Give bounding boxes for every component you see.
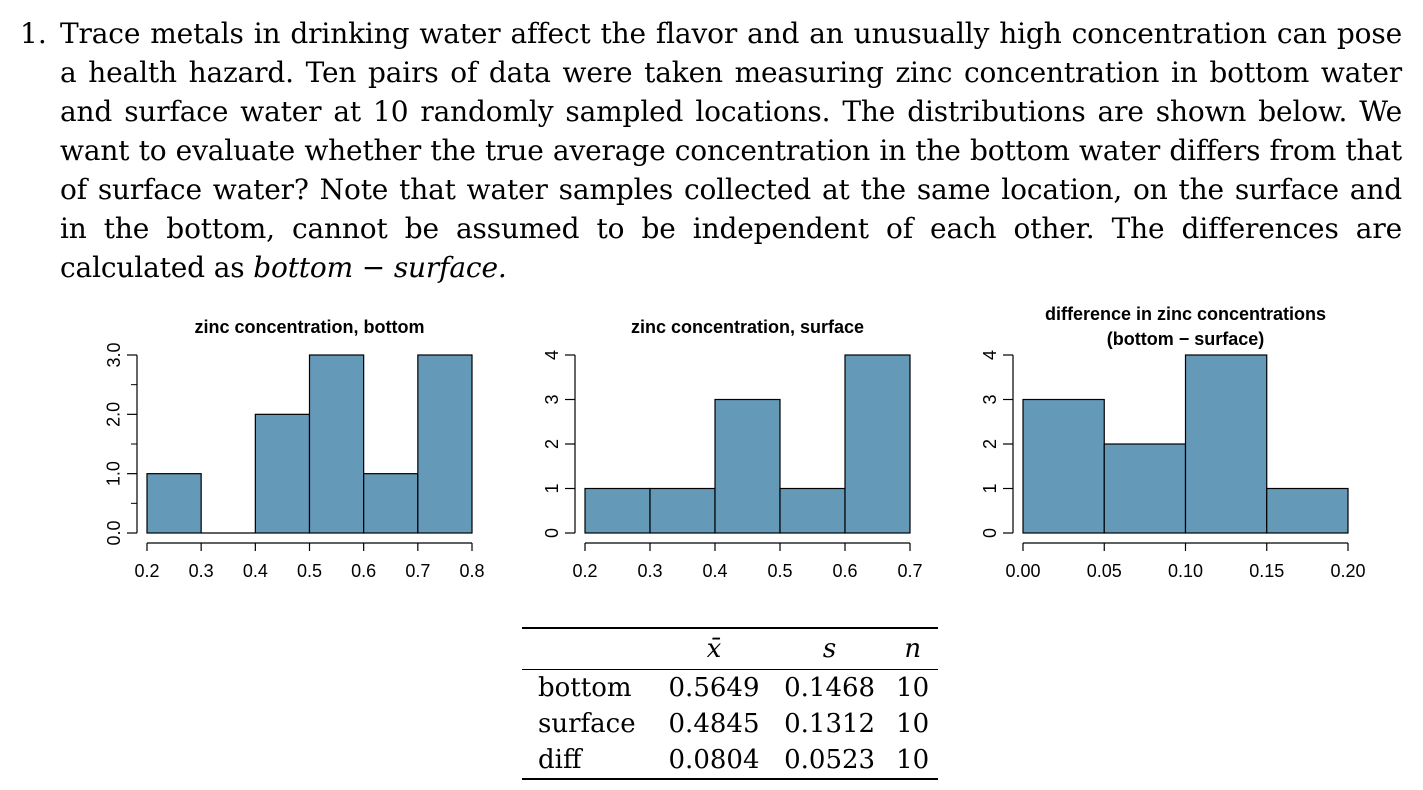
- histogram-bar: [146, 473, 202, 534]
- x-tick-label: 0.4: [243, 561, 268, 581]
- table-header-n: n: [904, 634, 922, 664]
- y-tick-label: 2: [980, 439, 1000, 449]
- histogram-bar: [1184, 354, 1268, 534]
- table-cell-n: 10: [896, 709, 930, 739]
- difference-formula: bottom − surface.: [253, 251, 507, 284]
- problem-text: Trace metals in drinking water affect th…: [60, 14, 1402, 287]
- table-row: diff 0.0804 0.0523 10: [522, 742, 938, 779]
- chart-title: zinc concentration, surface: [631, 317, 864, 337]
- x-tick-label: 0.8: [459, 561, 484, 581]
- y-tick-label: 3: [542, 394, 562, 404]
- x-tick-label: 0.3: [637, 561, 662, 581]
- histogram-bar: [1266, 487, 1349, 534]
- table-row-label: surface: [538, 709, 636, 739]
- x-tick-label: 0.6: [832, 561, 857, 581]
- chart-title: zinc concentration, bottom: [194, 317, 424, 337]
- table-row: bottom 0.5649 0.1468 10: [522, 670, 938, 707]
- x-tick-label: 0.7: [897, 561, 922, 581]
- chart-title: difference in zinc concentrations (bottom…: [1045, 304, 1326, 349]
- histogram-bottom: zinc concentration, bottom 0.2 0.3 0.4 0.5 0.…: [104, 317, 485, 581]
- y-tick-label: 2.0: [104, 402, 124, 427]
- y-tick-label: 0: [980, 528, 1000, 538]
- x-tick-label: 0.05: [1087, 561, 1122, 581]
- x-tick-label: 0.3: [189, 561, 214, 581]
- x-tick-label: 0.00: [1005, 561, 1040, 581]
- chart-title-line: (bottom − surface): [1107, 329, 1265, 349]
- y-tick-label: 4: [542, 350, 562, 360]
- chart-title-line: zinc concentration, surface: [631, 317, 864, 337]
- table-header-mean: x̄: [706, 634, 722, 664]
- x-tick-label: 0.15: [1249, 561, 1284, 581]
- histogram-difference: difference in zinc concentrations (bottom…: [980, 304, 1366, 581]
- chart-title-line: difference in zinc concentrations: [1045, 304, 1326, 324]
- histogram-bar: [363, 473, 419, 534]
- table-cell-mean: 0.0804: [668, 745, 760, 775]
- histogram-surface: zinc concentration, surface 0.2 0.3 0.4 0.5 0…: [542, 317, 923, 581]
- table-cell-n: 10: [896, 745, 930, 775]
- histogram-bar: [254, 413, 311, 534]
- table-cell-n: 10: [896, 673, 930, 703]
- table-cell-mean: 0.5649: [668, 673, 760, 703]
- histogram-bar: [308, 354, 365, 534]
- x-tick-label: 0.7: [405, 561, 430, 581]
- problem-statement: Trace metals in drinking water affect th…: [60, 17, 1402, 284]
- histogram-bar: [844, 354, 911, 534]
- table-row-label: diff: [538, 745, 582, 775]
- x-tick-label: 0.6: [351, 561, 376, 581]
- histogram-bar: [779, 487, 846, 534]
- table-cell-sd: 0.1312: [784, 709, 876, 739]
- histogram-bar: [649, 487, 716, 534]
- table-header-cell: [522, 628, 656, 670]
- histogram-bar: [584, 487, 651, 534]
- x-tick-label: 0.4: [702, 561, 727, 581]
- y-tick-label: 4: [980, 350, 1000, 360]
- problem-number: 1.: [20, 17, 47, 50]
- x-tick-label: 0.5: [297, 561, 322, 581]
- chart-title-line: zinc concentration, bottom: [194, 317, 424, 337]
- y-tick-label: 1: [542, 483, 562, 493]
- y-tick-label: 3: [980, 394, 1000, 404]
- table-cell-sd: 0.1468: [784, 673, 876, 703]
- histogram-bar: [417, 354, 473, 534]
- y-tick-label: 0: [542, 528, 562, 538]
- y-tick-label: 1: [980, 483, 1000, 493]
- y-tick-label: 0.0: [104, 520, 124, 545]
- table-cell-sd: 0.0523: [784, 745, 876, 775]
- x-tick-label: 0.10: [1168, 561, 1203, 581]
- y-tick-label: 1.0: [104, 461, 124, 486]
- summary-statistics-table: x̄ s n bottom 0.5649 0.1468 10 surface 0…: [522, 627, 938, 780]
- x-tick-label: 0.5: [767, 561, 792, 581]
- x-tick-label: 0.2: [572, 561, 597, 581]
- table-cell-mean: 0.4845: [668, 709, 760, 739]
- histogram-bar: [1022, 398, 1105, 534]
- x-tick-label: 0.2: [134, 561, 159, 581]
- y-tick-label: 3.0: [104, 342, 124, 367]
- table-row: surface 0.4845 0.1312 10: [522, 706, 938, 742]
- table-header-sd: s: [822, 634, 837, 664]
- table-header-row: x̄ s n: [522, 628, 938, 670]
- x-tick-label: 0.20: [1330, 561, 1365, 581]
- histogram-bar: [1103, 443, 1187, 534]
- table-row-label: bottom: [538, 673, 632, 703]
- histogram-bar: [714, 398, 781, 534]
- y-tick-label: 2: [542, 439, 562, 449]
